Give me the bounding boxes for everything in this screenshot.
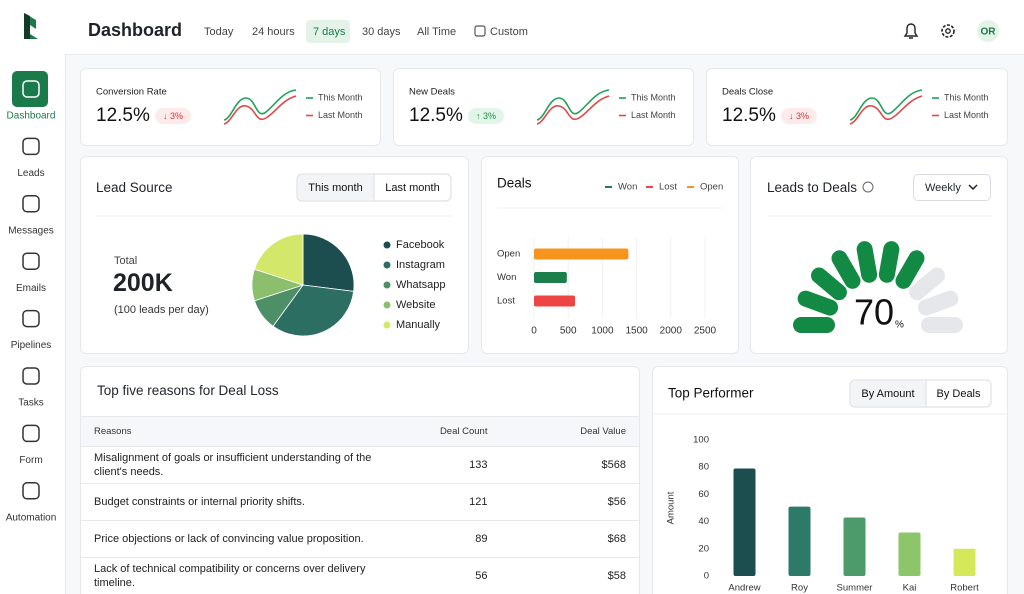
kpi-card — [393, 68, 694, 146]
table-cell: Budget constraints or internal priority … — [94, 496, 305, 508]
total-value: 200K — [113, 269, 173, 297]
deals-card — [481, 156, 739, 354]
column-header: Deal Value — [580, 426, 626, 437]
kpi-card — [80, 68, 381, 146]
table-header-row: Reasons Deal Count Deal Value — [81, 416, 639, 447]
table-row: Price objections or lack of convincing v… — [81, 521, 639, 558]
table-cell: Lack of technical compatibility or conce… — [94, 563, 366, 589]
table-row: Budget constraints or internal priority … — [81, 484, 639, 521]
table-cell: 121 — [469, 496, 488, 508]
table-cell: $56 — [607, 496, 626, 508]
total-note: (100 leads per day) — [114, 304, 209, 316]
table-row: Lack of technical compatibility or conce… — [81, 558, 639, 594]
table-title: Top five reasons for Deal Loss — [97, 383, 279, 398]
lead-source-title: Lead Source — [96, 180, 173, 195]
table-wrap: Reasons Deal Count Deal Value Misalignment … — [81, 416, 639, 594]
sidebar — [0, 0, 66, 594]
table-cell: 56 — [475, 570, 488, 582]
table-cell: Price objections or lack of convincing v… — [94, 533, 364, 545]
table-cell: Misalignment of goals or insufficient un… — [94, 452, 372, 478]
table-row: Misalignment of goals or insufficient un… — [81, 447, 639, 484]
column-header: Reasons — [94, 426, 132, 437]
period-label[interactable]: Weekly — [925, 182, 961, 194]
leads-to-deals-title: Leads to Deals — [767, 180, 858, 195]
deal-loss-table: Reasons Deal Count Deal Value Misalignment … — [81, 416, 639, 594]
column-header: Deal Count — [439, 426, 488, 437]
page-title: Dashboard — [88, 20, 183, 40]
deal-loss-card: Top five reasons for Deal Loss Reasons De… — [80, 366, 640, 594]
table-cell: 89 — [475, 533, 488, 545]
total-label: Total — [114, 255, 138, 267]
period-dropdown[interactable]: Weekly — [913, 174, 991, 201]
header-bar — [65, 0, 1024, 55]
top-performer-card — [652, 366, 1008, 594]
kpi-card — [706, 68, 1008, 146]
table-cell: 133 — [469, 459, 488, 471]
table-cell: $58 — [607, 570, 626, 582]
table-cell: $68 — [607, 533, 626, 545]
table-cell: $568 — [601, 459, 626, 471]
